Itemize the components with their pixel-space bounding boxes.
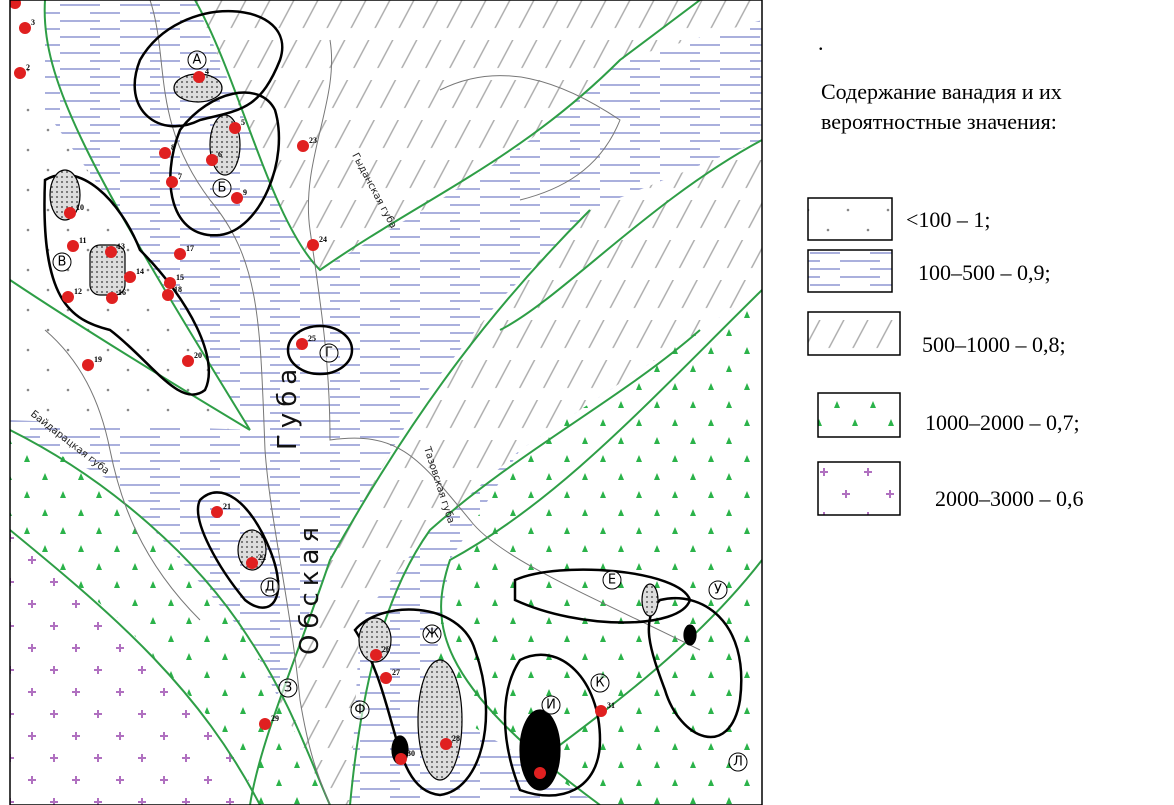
sample-point [259, 718, 271, 730]
zone-letter: Л [733, 755, 743, 770]
legend-swatch [818, 393, 900, 437]
sample-point [297, 140, 309, 152]
point-number: 17 [186, 244, 194, 253]
point-number: 29 [271, 714, 279, 723]
point-number: 7 [178, 172, 182, 181]
point-number: 22 [258, 553, 266, 562]
point-number: 12 [74, 287, 82, 296]
zone-letter: К [595, 676, 604, 691]
legend-dot: . [818, 30, 824, 55]
point-number: 4 [205, 67, 209, 76]
sample-point [307, 239, 319, 251]
sample-point [380, 672, 392, 684]
zone-letter: И [546, 698, 556, 713]
point-number: 23 [309, 136, 317, 145]
sample-point [534, 767, 546, 779]
point-number: 28 [452, 734, 460, 743]
legend-title: Содержание ванадия и их [821, 79, 1062, 104]
sample-point [246, 557, 258, 569]
zone-letter: Д [265, 580, 275, 595]
sample-point [193, 71, 205, 83]
sample-point [67, 240, 79, 252]
sample-point [14, 67, 26, 79]
sample-point [182, 355, 194, 367]
zone-letter: У [714, 583, 722, 598]
anomaly [418, 660, 462, 780]
map-figure: Гыданская губаБайдарацкая губаТазовская … [0, 0, 1174, 805]
point-number: 25 [308, 334, 316, 343]
point-number: 31 [607, 701, 615, 710]
legend-label: 2000–3000 – 0,6 [935, 486, 1084, 511]
legend-swatch [818, 462, 900, 515]
legend-swatch [808, 250, 892, 292]
point-number: 2 [26, 63, 30, 72]
point-number: 30 [407, 749, 415, 758]
sample-point [166, 176, 178, 188]
sample-point [124, 271, 136, 283]
sample-point [106, 292, 118, 304]
page: {"legend":{"dot":".","title_lines":["Сод… [0, 0, 1174, 805]
sample-point [64, 207, 76, 219]
water-label: Губа [273, 363, 303, 450]
anomaly-high [684, 625, 696, 645]
point-number: 27 [392, 668, 400, 677]
legend: <100 – 1; 100–500 – 0,9; 500–1000 – 0,8; 10… [808, 198, 1084, 515]
legend-title: вероятностные значения: [821, 109, 1057, 134]
point-number: 18 [174, 285, 182, 294]
point-number: 15 [176, 273, 184, 282]
sample-point [174, 248, 186, 260]
zone-letter: Б [218, 181, 227, 196]
water-label: Обская [295, 521, 325, 655]
point-number: 8 [171, 143, 175, 152]
point-number: 32 [546, 763, 554, 772]
point-number: 24 [319, 235, 327, 244]
point-number: 20 [194, 351, 202, 360]
point-number: 16 [118, 288, 126, 297]
point-number: 21 [223, 502, 231, 511]
point-number: 14 [136, 267, 144, 276]
legend-label: 1000–2000 – 0,7; [925, 410, 1080, 435]
sample-point [105, 246, 117, 258]
sample-point [159, 147, 171, 159]
point-number: 26 [382, 645, 390, 654]
sample-point [595, 705, 607, 717]
legend-label: 500–1000 – 0,8; [922, 332, 1066, 357]
sample-point [231, 192, 243, 204]
sample-point [19, 22, 31, 34]
point-number: 3 [31, 18, 35, 27]
zone-letter: А [193, 53, 202, 68]
point-number: 11 [79, 236, 87, 245]
sample-point [395, 753, 407, 765]
zone-letter: Е [608, 573, 616, 588]
zone-letter: Ж [425, 627, 439, 642]
sample-point [229, 122, 241, 134]
sample-point [82, 359, 94, 371]
point-number: 10 [76, 203, 84, 212]
sample-point [162, 289, 174, 301]
sample-point [296, 338, 308, 350]
point-number: 9 [243, 188, 247, 197]
zone-letter: Г [325, 346, 333, 361]
zone-letter: В [58, 255, 67, 270]
sample-point [440, 738, 452, 750]
point-number: 13 [117, 242, 125, 251]
point-number: 6 [218, 150, 222, 159]
sample-point [211, 506, 223, 518]
sample-point [62, 291, 74, 303]
legend-swatch [808, 312, 900, 355]
legend-swatch [808, 198, 892, 240]
zone-letter: Ф [354, 703, 365, 718]
zone-letter: З [284, 681, 292, 696]
point-number: 5 [241, 118, 245, 127]
sample-point [370, 649, 382, 661]
legend-label: 100–500 – 0,9; [918, 260, 1051, 285]
point-number: 19 [94, 355, 102, 364]
legend-label: <100 – 1; [906, 207, 991, 232]
sample-point [206, 154, 218, 166]
anomaly [642, 584, 658, 616]
